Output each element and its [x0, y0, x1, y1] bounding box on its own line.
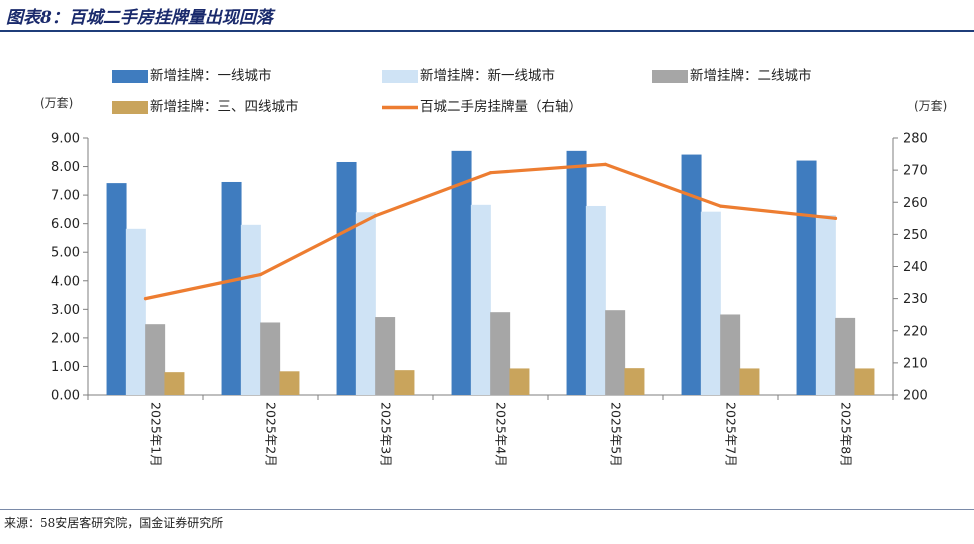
bar-3	[375, 317, 396, 395]
y-left-tick-label: 5.00	[51, 246, 80, 261]
x-tick-label: 2025年4月	[494, 402, 509, 467]
bar-4	[854, 368, 875, 395]
bar-1	[796, 160, 817, 395]
y-left-tick-label: 8.00	[51, 160, 80, 175]
bar-3	[260, 322, 281, 395]
footer-divider	[0, 509, 974, 510]
legend-label-1: 新增挂牌：一线城市	[150, 67, 272, 84]
x-tick-label: 2025年1月	[149, 402, 164, 467]
bar-2	[585, 205, 606, 395]
y-right-tick-label: 210	[903, 356, 928, 371]
y-right-tick-label: 260	[903, 196, 928, 211]
y-left-unit-label: (万套)	[40, 96, 73, 110]
bar-2	[240, 224, 261, 395]
line-point	[603, 162, 608, 166]
y-right-tick-label: 220	[903, 324, 928, 339]
legend-label-3: 新增挂牌：二线城市	[690, 67, 812, 84]
y-left-tick-label: 6.00	[51, 217, 80, 232]
bar-2	[815, 215, 836, 395]
bar-3	[145, 324, 166, 395]
y-left-tick-label: 2.00	[51, 331, 80, 346]
x-tick-label: 2025年2月	[264, 402, 279, 467]
y-left-tick-label: 4.00	[51, 274, 80, 289]
y-right-tick-label: 280	[903, 132, 928, 147]
legend-label-2: 新增挂牌：新一线城市	[420, 67, 555, 84]
title-divider	[0, 30, 974, 32]
legend-label-5: 百城二手房挂牌量（右轴）	[420, 98, 582, 115]
bar-1	[566, 150, 587, 395]
bar-2	[470, 204, 491, 395]
bar-3	[605, 310, 626, 395]
y-left-tick-label: 9.00	[51, 132, 80, 147]
bar-2	[355, 212, 376, 395]
y-left-tick-label: 7.00	[51, 189, 80, 204]
bar-4	[164, 372, 185, 395]
y-left-tick-label: 3.00	[51, 303, 80, 318]
y-right-tick-label: 230	[903, 292, 928, 307]
x-tick-label: 2025年7月	[724, 402, 739, 467]
bar-3	[490, 312, 511, 395]
bar-1	[221, 181, 242, 395]
x-tick-label: 2025年8月	[839, 402, 854, 467]
bar-2	[700, 211, 721, 395]
bar-4	[624, 368, 645, 395]
y-right-tick-label: 200	[903, 389, 928, 404]
source-note: 来源：58安居客研究院，国金证券研究所	[4, 516, 224, 530]
x-tick-label: 2025年5月	[609, 402, 624, 467]
line-point	[258, 272, 263, 277]
legend-swatch-1	[112, 70, 148, 83]
y-right-tick-label: 240	[903, 260, 928, 275]
bar-4	[509, 368, 530, 395]
y-right-unit-label: (万套)	[914, 99, 947, 113]
bar-1	[451, 150, 472, 395]
bar-1	[681, 154, 702, 395]
combo-bar-line-chart: 0.00 1.00 2.00 3.00 4.00 5.00 6.00 7.00 8.00 9.00…	[40, 67, 947, 467]
bar-4	[739, 368, 760, 395]
bar-4	[394, 370, 415, 395]
y-right-tick-label: 270	[903, 164, 928, 179]
legend-swatch-3	[652, 70, 688, 83]
bar-3	[835, 317, 856, 395]
y-left-tick-label: 0.00	[51, 389, 80, 404]
bar-1	[106, 183, 127, 395]
line-point	[373, 214, 378, 218]
bar-4	[279, 371, 300, 395]
line-point	[833, 216, 838, 220]
line-point	[718, 204, 723, 208]
bar-1	[336, 161, 357, 395]
chart-title: 图表8：百城二手房挂牌量出现回落	[6, 8, 273, 28]
legend-swatch-4	[112, 101, 148, 114]
bar-2	[125, 228, 146, 395]
y-left-tick-label: 1.00	[51, 360, 80, 375]
y-right-tick-label: 250	[903, 228, 928, 243]
line-point	[488, 171, 493, 175]
x-tick-label: 2025年3月	[379, 402, 394, 467]
legend-swatch-2	[382, 70, 418, 83]
line-point	[143, 297, 148, 301]
bar-3	[720, 314, 741, 395]
legend-label-4: 新增挂牌：三、四线城市	[150, 98, 299, 115]
